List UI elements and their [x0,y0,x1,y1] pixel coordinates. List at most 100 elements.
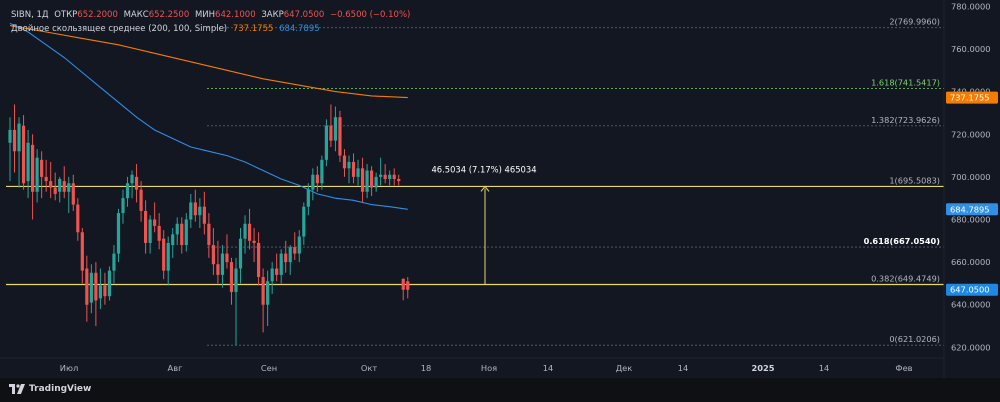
candles [8,104,410,346]
candle-body [17,123,21,152]
candle-body [35,157,39,192]
fib-level-label: 0(621.0206) [889,334,940,344]
last-price-badge: 647.0500 [950,285,990,295]
ma200-line [9,25,408,99]
candle-body [89,272,93,303]
candle-body [62,181,66,192]
low-label: МИН [194,10,216,20]
candle-body [225,253,229,263]
ma200-price-badge-bg [946,91,998,104]
candle-body [211,245,215,265]
axes[interactable]: 620.0000 640.0000 660.0000 680.0000 700.0000… [0,0,1000,378]
candle-body [180,223,184,246]
candle-body [284,253,288,263]
candle-body [383,174,387,179]
x-tick-label: 14 [678,363,689,373]
candle-body [279,253,283,275]
candle-body [374,176,378,188]
y-tick-label: 680.0000 [951,214,991,224]
candle-body [40,159,44,177]
candle-body [247,223,252,241]
ma100-value: 684.7895 [279,24,320,34]
candle-body [193,202,197,216]
candle-body [44,176,48,182]
candle-body [338,117,342,156]
candle-body [306,189,310,207]
candle-body [144,210,148,243]
x-tick-label: Июл [60,363,79,373]
candle-body [8,129,12,143]
tradingview-logo-icon [9,384,25,394]
fibonacci-retracement[interactable]: 0(621.0206) 0.382(649.4749) 0.618(667.0540… [6,17,944,346]
grid [0,0,1000,378]
y-tick-label: 700.0000 [951,172,991,182]
x-tick-label: Ноя [481,363,497,373]
last-price-badge-bg [946,283,998,296]
candle-body [31,144,35,192]
candle-body [134,176,139,190]
y-tick-label: 620.0000 [951,342,991,352]
candle-body [130,174,134,184]
candle-body [360,168,365,192]
candle-body [202,206,206,224]
x-tick-label: Авг [168,363,183,373]
candle-body [347,161,351,169]
candle-body [329,125,333,141]
x-tick-label: 18 [421,363,432,373]
symbol-label[interactable]: SIBN, 1Д [11,10,49,20]
moving-averages [9,22,408,210]
x-tick-label: Дек [616,363,633,373]
candle-body [302,206,306,237]
x-tick-label: 14 [819,363,830,373]
candle-body [388,174,392,179]
candle-body [311,174,315,190]
candle-body [148,219,152,243]
candle-body [71,183,75,205]
candle-body [216,264,220,275]
x-tick-label: Фев [895,363,912,373]
candle-body [166,242,170,271]
candle-body [261,277,265,305]
candle-body [275,268,279,275]
legend: SIBN, 1Д ОТКР652.2000 МАКС652.2500 МИН64… [11,8,413,36]
footer: TradingView [0,378,1000,402]
close-value: 647.0500 [283,10,325,20]
candle-body [76,204,80,233]
candle-body [198,206,202,216]
price-range-measure[interactable]: 46.5034 (7.17%) 465034 [431,164,537,285]
price-axis [944,0,1000,378]
fib-level-label: 1.618(741.5417) [871,77,940,87]
ma200-value: 737.1755 [232,24,274,34]
candle-body [270,268,274,282]
x-tick-label: 2025 [751,363,774,373]
candle-body [85,268,89,305]
candle-body [153,219,157,226]
candle-body [94,272,98,301]
candle-body [58,179,62,192]
ma-title[interactable]: Двойное скользящее среднее (200, 100, Si… [11,24,228,34]
candle-body [162,238,166,271]
tradingview-logo[interactable]: TradingView [9,384,91,394]
ohlc-row: SIBN, 1Д ОТКР652.2000 МАКС652.2500 МИН64… [11,8,413,22]
x-tick-label: 14 [543,363,554,373]
ma100-price-badge-bg [946,203,998,216]
tradingview-logo-text: TradingView [29,384,92,394]
candle-body [243,223,247,239]
candle-body [333,117,338,141]
high-value: 652.2500 [148,10,190,20]
change-value: −0.6500 (−0.10%) [330,10,411,20]
candle-body [189,202,193,220]
low-value: 642.1000 [215,10,256,20]
candle-body [175,223,179,235]
candle-body [238,238,243,269]
candle-body [356,168,360,177]
candle-body [12,129,17,152]
candle-body [21,125,26,184]
candle-body [53,187,57,194]
candle-body [397,179,401,182]
candle-body [171,234,175,246]
candlestick-chart[interactable]: 0(621.0206) 0.382(649.4749) 0.618(667.0540… [0,0,1000,378]
candle-body [252,240,256,243]
candle-body [297,236,301,254]
